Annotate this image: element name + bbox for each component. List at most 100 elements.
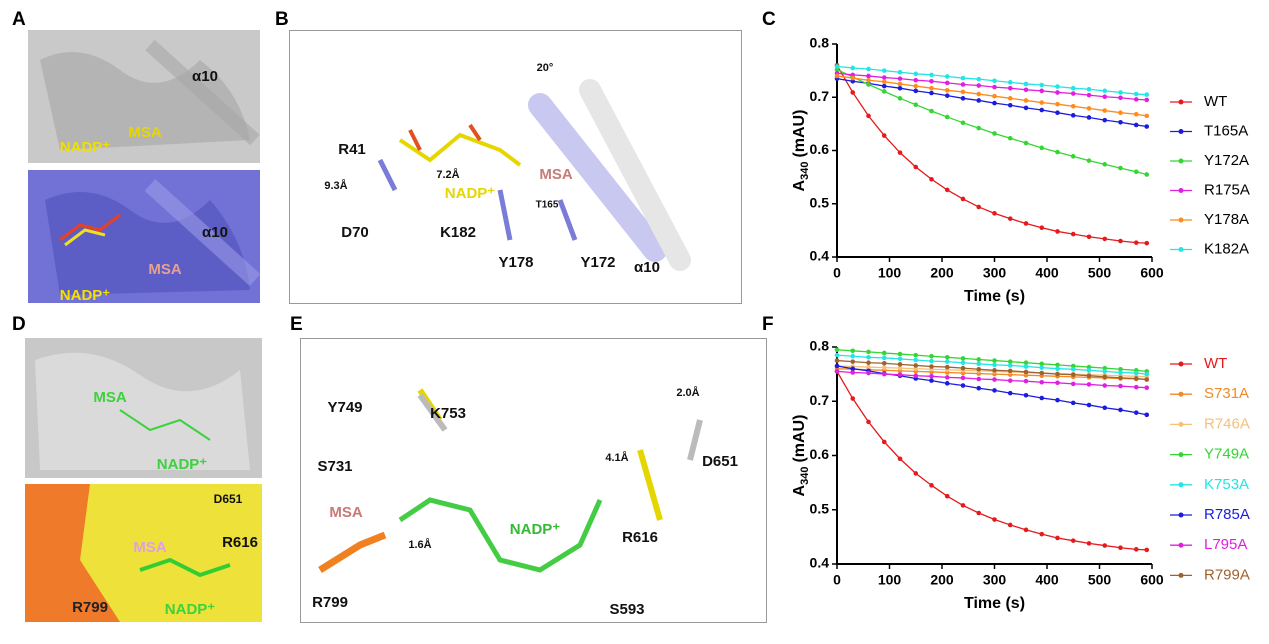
data-point <box>1055 84 1060 89</box>
x-tick-label: 0 <box>833 572 841 588</box>
data-point <box>1144 385 1150 390</box>
data-point <box>944 93 950 98</box>
data-point <box>1144 124 1150 129</box>
structure-label: NADP⁺ <box>510 521 561 538</box>
ligand <box>64 228 106 247</box>
surface-shade <box>45 192 250 295</box>
data-point <box>1007 80 1013 85</box>
data-point <box>850 65 856 71</box>
data-point <box>1118 545 1123 551</box>
data-point <box>1023 98 1029 103</box>
structure-label: D70 <box>341 224 369 241</box>
structure-label: α10 <box>202 224 228 241</box>
data-point <box>1144 377 1150 382</box>
data-point <box>850 396 856 401</box>
data-point <box>929 364 934 369</box>
y-axis-title-sub: 340 <box>799 467 811 485</box>
data-point <box>1144 547 1150 553</box>
data-point <box>850 353 856 359</box>
data-point <box>929 373 934 379</box>
data-point <box>1086 368 1092 373</box>
legend-label: K753A <box>1204 476 1249 493</box>
data-point <box>850 348 856 354</box>
data-point <box>1144 412 1150 418</box>
data-point <box>1070 366 1076 372</box>
data-point <box>1055 362 1060 368</box>
data-point <box>976 366 982 372</box>
data-point <box>1039 88 1045 94</box>
data-point <box>866 355 871 360</box>
x-tick-label: 200 <box>930 265 954 281</box>
data-point <box>960 89 966 95</box>
legend-marker <box>1178 217 1184 223</box>
data-point <box>1007 135 1013 141</box>
y-tick-label: 0.4 <box>810 555 830 571</box>
data-point <box>1102 365 1108 371</box>
data-point <box>1039 370 1045 376</box>
y-tick-label: 0.4 <box>810 248 830 264</box>
panel-letter: C <box>762 9 776 30</box>
legend-marker <box>1178 512 1184 518</box>
data-point <box>1055 366 1060 372</box>
y-tick-label: 0.7 <box>810 392 830 408</box>
data-point <box>1102 236 1108 242</box>
data-point <box>992 377 997 382</box>
data-point <box>881 133 887 138</box>
data-point <box>1070 104 1076 109</box>
data-point <box>881 68 887 73</box>
data-point <box>1118 370 1123 375</box>
data-point <box>929 378 934 383</box>
structure-label: R616 <box>222 534 258 551</box>
residue <box>377 158 578 241</box>
structure-label: 2.0Å <box>676 386 699 399</box>
panel-letter: E <box>290 314 303 335</box>
data-point <box>1086 158 1092 163</box>
structure-label: 1.6Å <box>408 538 431 551</box>
data-point <box>866 73 871 79</box>
data-point <box>1007 378 1013 383</box>
data-point <box>913 83 919 89</box>
data-point <box>929 85 934 91</box>
data-point <box>929 78 934 84</box>
data-point <box>976 91 982 97</box>
panel-letter: F <box>762 314 774 335</box>
data-point <box>866 370 871 376</box>
data-point <box>960 75 966 81</box>
data-point <box>1023 360 1029 366</box>
data-point <box>1055 90 1060 95</box>
data-point <box>992 211 997 216</box>
legend-label: R799A <box>1204 566 1250 583</box>
data-point <box>944 355 950 360</box>
x-tick-label: 100 <box>878 265 902 281</box>
structure-label: K753 <box>430 405 466 422</box>
data-point <box>1118 383 1123 389</box>
structure-label: 20° <box>537 62 554 74</box>
structure-label: D651 <box>702 453 738 470</box>
data-point <box>944 359 950 364</box>
data-point <box>1070 85 1076 91</box>
data-point <box>944 493 950 499</box>
data-point <box>1133 410 1139 415</box>
data-point <box>992 84 997 90</box>
structure-label: MSA <box>93 389 127 406</box>
data-point <box>881 79 887 85</box>
data-point <box>1023 105 1029 111</box>
data-point <box>1039 531 1045 537</box>
residue <box>318 531 387 573</box>
data-point <box>944 364 950 370</box>
data-point <box>992 100 997 106</box>
helix <box>144 179 261 286</box>
data-point <box>866 364 871 370</box>
structure-label: NADP⁺ <box>60 287 111 304</box>
data-point <box>1102 108 1108 113</box>
data-point <box>1102 383 1108 388</box>
data-point <box>976 204 982 210</box>
data-point <box>992 78 997 84</box>
data-point <box>1007 359 1013 364</box>
data-point <box>1070 154 1076 159</box>
data-point <box>1133 122 1139 128</box>
data-point <box>881 89 887 94</box>
data-point <box>929 72 934 78</box>
legend-label: T165A <box>1204 122 1248 139</box>
legend-marker <box>1178 361 1184 367</box>
